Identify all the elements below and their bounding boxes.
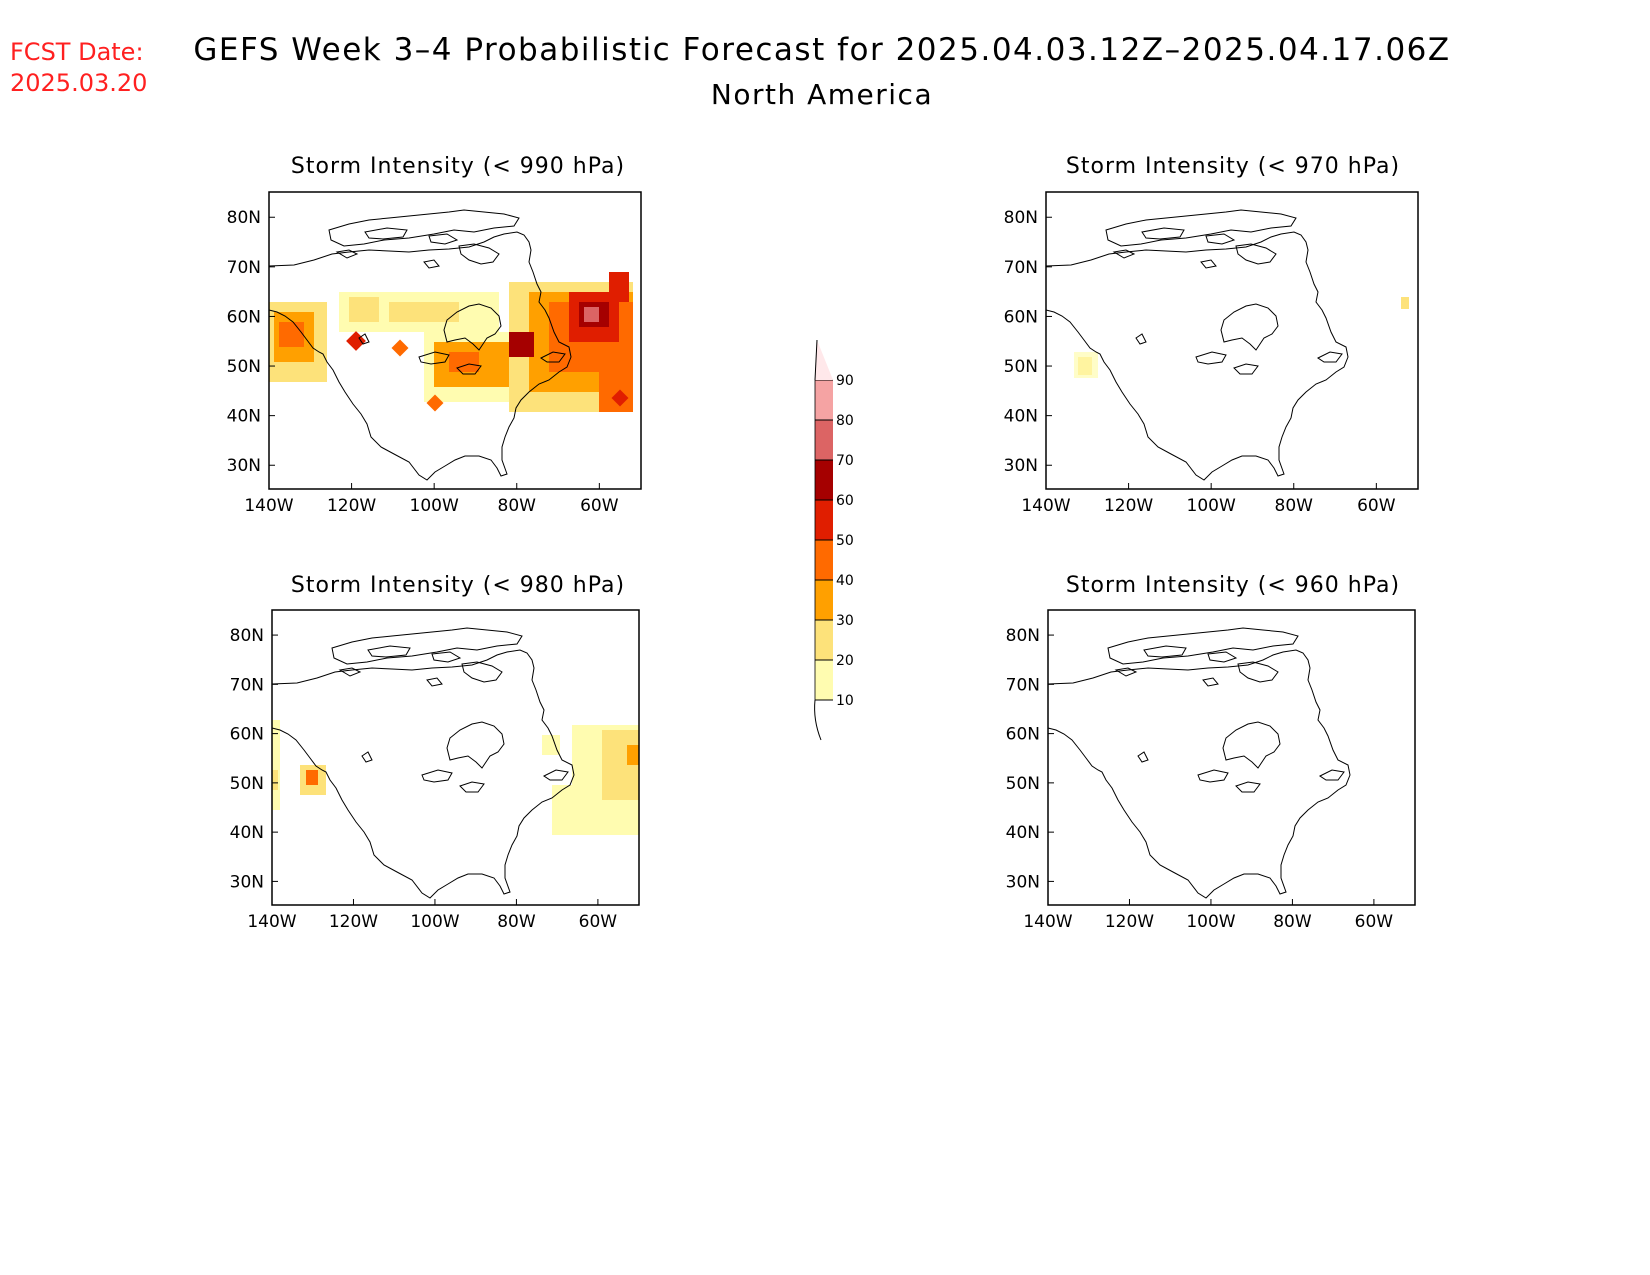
lat-tick-label: 30N — [227, 456, 261, 476]
panel-970-title: Storm Intensity (< 970 hPa) — [1066, 154, 1400, 179]
colorbar-box — [815, 660, 833, 700]
lat-tick-label: 80N — [227, 208, 261, 228]
colorbar-label: 40 — [836, 573, 854, 589]
lat-tick-label: 50N — [230, 774, 264, 794]
lon-tick-label: 120W — [327, 496, 376, 516]
lon-tick-label: 120W — [1105, 912, 1154, 932]
lat-tick-label: 60N — [1006, 725, 1040, 745]
panel-960: Storm Intensity (< 960 hPa) — [1047, 573, 1416, 906]
lat-tick-label: 30N — [230, 872, 264, 892]
lat-tick-label: 30N — [1006, 872, 1040, 892]
lat-tick-label: 40N — [1004, 407, 1038, 427]
lat-tick-label: 50N — [1006, 774, 1040, 794]
panel-990-title: Storm Intensity (< 990 hPa) — [291, 154, 625, 179]
panel-990: Storm Intensity (< 990 hPa) — [268, 154, 642, 490]
lat-tick-label: 70N — [227, 258, 261, 278]
panel-980: Storm Intensity (< 980 hPa) — [271, 573, 640, 906]
lon-tick-label: 80W — [498, 496, 537, 516]
panel-990-frame — [268, 191, 642, 490]
lon-tick-label: 100W — [1186, 912, 1235, 932]
lat-tick-label: 60N — [1004, 307, 1038, 327]
lat-tick-label: 50N — [1004, 357, 1038, 377]
colorbar-label: 60 — [836, 493, 854, 509]
colorbar-box — [815, 620, 833, 660]
lat-tick-label: 80N — [1004, 208, 1038, 228]
lon-tick-label: 80W — [497, 912, 536, 932]
lon-tick-label: 140W — [244, 496, 293, 516]
lat-tick-label: 80N — [230, 626, 264, 646]
lat-tick-label: 70N — [230, 675, 264, 695]
colorbar-box — [815, 500, 833, 540]
lon-tick-label: 60W — [580, 496, 619, 516]
lat-tick-label: 70N — [1006, 675, 1040, 695]
fcst-date-label: FCST Date: — [10, 38, 144, 66]
lat-tick-label: 60N — [230, 725, 264, 745]
panel-960-title: Storm Intensity (< 960 hPa) — [1066, 573, 1400, 598]
colorbar-top-edge — [814, 339, 818, 381]
lon-tick-label: 100W — [1187, 496, 1236, 516]
lon-tick-label: 60W — [1357, 496, 1396, 516]
lat-tick-label: 80N — [1006, 626, 1040, 646]
colorbar-label: 80 — [836, 413, 854, 429]
colorbar-box — [815, 540, 833, 580]
lon-tick-label: 140W — [247, 912, 296, 932]
colorbar-top-cap — [815, 340, 833, 380]
panel-960-frame — [1047, 609, 1416, 906]
colorbar-label: 50 — [836, 533, 854, 549]
panel-980-fill — [272, 720, 639, 835]
figure-title: GEFS Week 3–4 Probabilistic Forecast for… — [193, 32, 1450, 68]
axes-layer: 140W 120W 100W 80W 60W 80N 70N 60N 50N 40N 30N 140W… — [227, 208, 1396, 932]
lat-tick-label: 60N — [227, 307, 261, 327]
lon-tick-label: 60W — [579, 912, 618, 932]
panel-970: Storm Intensity (< 970 hPa) — [1045, 154, 1419, 490]
lon-tick-label: 140W — [1023, 912, 1072, 932]
lat-tick-label: 40N — [230, 823, 264, 843]
colorbar-bottom-cap — [814, 699, 822, 741]
lon-tick-label: 60W — [1355, 912, 1394, 932]
colorbar-label: 30 — [836, 613, 854, 629]
panel-990-fill — [269, 272, 633, 412]
panel-980-title: Storm Intensity (< 980 hPa) — [291, 573, 625, 598]
colorbar-box — [815, 380, 833, 420]
lon-tick-label: 80W — [1273, 912, 1312, 932]
lat-tick-label: 30N — [1004, 456, 1038, 476]
lat-tick-label: 70N — [1004, 258, 1038, 278]
lon-tick-label: 120W — [1104, 496, 1153, 516]
colorbar-label: 20 — [836, 653, 854, 669]
lat-tick-label: 50N — [227, 357, 261, 377]
fcst-date-value: 2025.03.20 — [10, 69, 147, 97]
colorbar-box — [815, 460, 833, 500]
lon-tick-label: 100W — [410, 496, 459, 516]
lon-tick-label: 100W — [410, 912, 459, 932]
panel-970-fill — [1074, 297, 1409, 378]
lat-tick-label: 40N — [227, 407, 261, 427]
colorbar-box — [815, 580, 833, 620]
panel-970-frame — [1045, 191, 1419, 490]
colorbar-box — [815, 420, 833, 460]
lon-tick-label: 120W — [329, 912, 378, 932]
colorbar: 10 20 30 40 50 60 70 80 90 — [814, 339, 854, 741]
lat-tick-label: 40N — [1006, 823, 1040, 843]
lon-tick-label: 80W — [1275, 496, 1314, 516]
colorbar-label: 10 — [836, 693, 854, 709]
figure-subtitle: North America — [711, 78, 933, 111]
colorbar-label: 90 — [836, 373, 854, 389]
panel-980-frame — [271, 609, 640, 906]
colorbar-label: 70 — [836, 453, 854, 469]
lon-tick-label: 140W — [1021, 496, 1070, 516]
